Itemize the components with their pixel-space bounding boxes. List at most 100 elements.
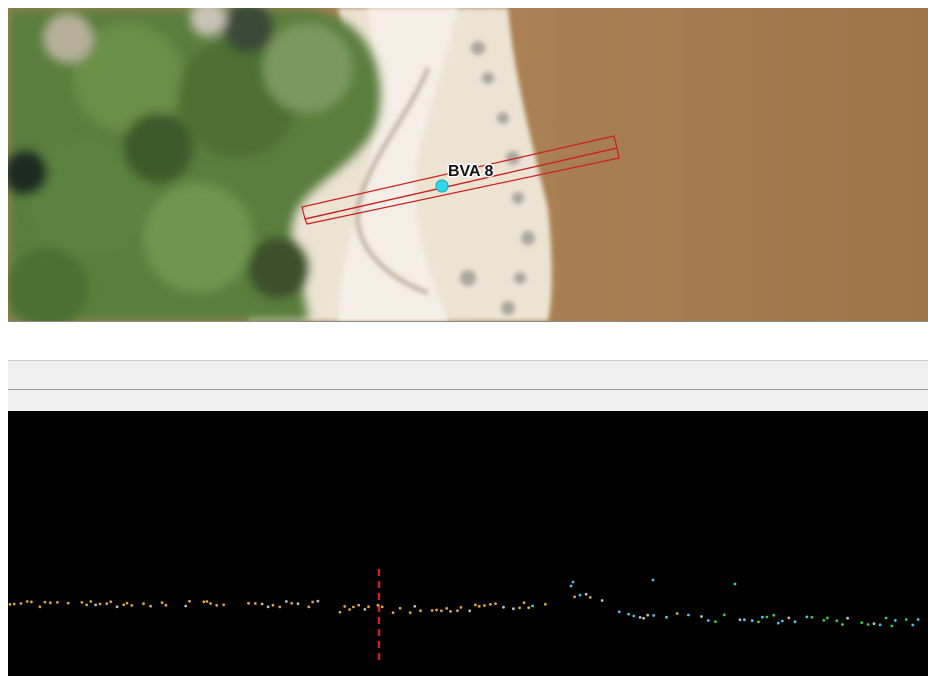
profile-point [311, 600, 314, 604]
profile-point [483, 604, 486, 607]
profile-point [205, 600, 209, 603]
profile-point [440, 609, 443, 613]
profile-point [651, 578, 655, 582]
aerial-imagery: BVA 8 [8, 8, 928, 321]
profile-point [646, 613, 650, 617]
profile-point [584, 592, 588, 596]
profile-point [665, 615, 668, 619]
profile-point [296, 602, 300, 606]
profile-point [722, 613, 726, 617]
profile-point [522, 601, 526, 604]
profile-point [714, 620, 717, 624]
profile-point [573, 595, 576, 599]
profile-point [687, 613, 690, 617]
profile-point [518, 606, 521, 610]
profile-point [122, 603, 126, 607]
profile-point [502, 605, 505, 609]
profile-point [893, 619, 897, 622]
profile-point [494, 602, 497, 605]
profile-point [445, 607, 449, 610]
profile-point [307, 605, 311, 609]
profile-point [271, 603, 275, 607]
profile-point [750, 619, 754, 623]
profile-point [456, 609, 459, 613]
profile-point [348, 608, 351, 611]
profile-point [352, 605, 355, 609]
profile-point [776, 621, 780, 625]
profile-point [638, 616, 642, 619]
site-label: BVA 8 [448, 163, 493, 180]
profile-point [743, 618, 746, 622]
profile-point [878, 623, 882, 627]
profile-point [787, 616, 791, 620]
profile-point [866, 623, 870, 626]
profile-point [841, 623, 844, 626]
profile-point [408, 611, 412, 615]
profile-point [209, 602, 212, 605]
profile-point [793, 620, 797, 624]
profile-point [627, 612, 630, 616]
profile-view[interactable] [8, 411, 928, 676]
profile-point [284, 600, 288, 603]
profile-point [38, 605, 42, 609]
profile-point [835, 619, 839, 623]
profile-point [826, 616, 829, 620]
profile-point [30, 600, 33, 604]
profile-point [56, 601, 59, 604]
profile-point [149, 604, 153, 608]
profile-point [343, 605, 347, 608]
profile-point [706, 619, 710, 622]
profile-point [160, 601, 164, 604]
profile-point [316, 599, 320, 603]
map-view[interactable]: BVA 8 [8, 8, 928, 322]
profile-point [85, 603, 89, 607]
profile-point [260, 602, 264, 606]
profile-point [247, 601, 250, 605]
profile-point [642, 616, 645, 620]
profile-point [860, 621, 864, 624]
profile-point [846, 616, 849, 620]
transect-buffer [301, 135, 620, 225]
profile-point [202, 600, 206, 604]
profile-point [632, 614, 636, 618]
profile-point [435, 608, 438, 612]
profile-point [266, 605, 270, 609]
profile-toolbar [8, 360, 928, 390]
profile-point [43, 600, 47, 604]
site-point-marker [435, 179, 449, 193]
profile-point [772, 613, 776, 617]
profile-point [376, 603, 380, 607]
profile-point [105, 602, 109, 605]
profile-point [527, 606, 531, 610]
profile-point [733, 582, 737, 586]
profile-point [130, 604, 134, 607]
profile-point [700, 615, 703, 618]
profile-point [488, 603, 492, 606]
profile-toolbar-secondary [8, 390, 928, 411]
profile-point [98, 602, 102, 606]
profile-point [822, 618, 826, 622]
profile-point [290, 601, 294, 605]
profile-point [94, 603, 97, 607]
profile-point [571, 580, 575, 584]
profile-point [474, 603, 477, 607]
profile-point [357, 603, 361, 607]
profile-point [19, 602, 23, 605]
profile-point [419, 609, 422, 613]
profile-point [805, 615, 809, 619]
profile-point [109, 600, 113, 604]
profile-point [338, 610, 342, 614]
profile-point [578, 593, 582, 597]
profile-point [569, 584, 573, 588]
profile-point [904, 618, 908, 621]
profile-point [600, 599, 604, 602]
profile-point [89, 600, 93, 603]
profile-point [115, 605, 119, 609]
profile-point [125, 601, 129, 605]
profile-point [253, 602, 257, 605]
profile-point [164, 603, 168, 607]
profile-point [890, 624, 894, 628]
profile-point [25, 600, 29, 603]
profile-point [911, 623, 915, 627]
profile-point [652, 614, 656, 617]
